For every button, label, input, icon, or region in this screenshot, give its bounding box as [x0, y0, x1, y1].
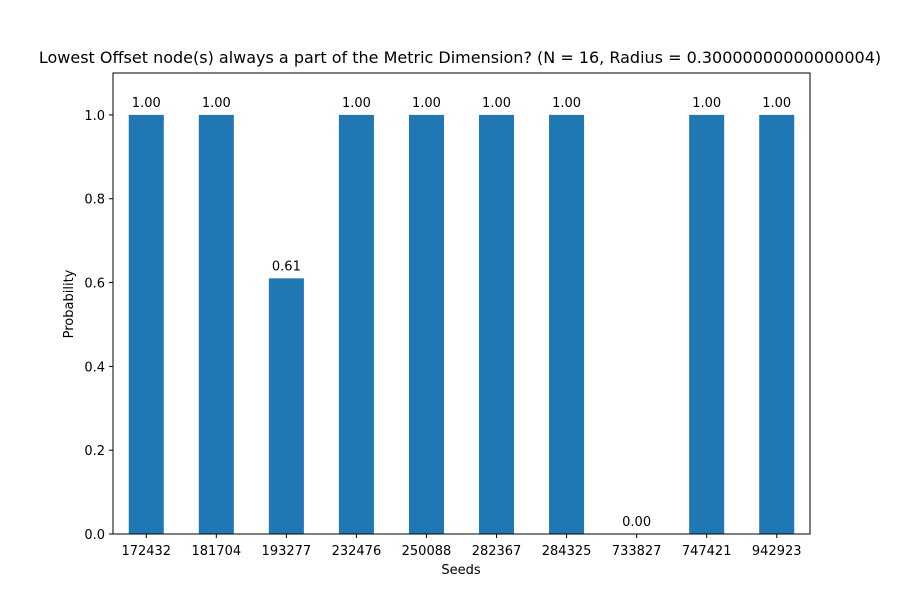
x-tick-label-282367: 282367: [472, 544, 522, 559]
x-tick-label-232476: 232476: [332, 544, 382, 559]
bar-747421: [689, 114, 725, 534]
y-axis-label: Probability: [62, 269, 77, 338]
data-label-232476: 1.00: [342, 96, 371, 111]
chart-title: Lowest Offset node(s) always a part of t…: [39, 48, 881, 67]
y-tick-label-1.0: 1.0: [84, 109, 105, 124]
bar-284325: [549, 114, 585, 534]
y-tick-label-0.0: 0.0: [84, 528, 105, 543]
data-label-193277: 0.61: [272, 259, 301, 274]
y-tick-label-0.6: 0.6: [84, 277, 105, 292]
y-tick-label-0.2: 0.2: [84, 444, 105, 459]
data-label-733827: 0.00: [622, 515, 651, 530]
bar-232476: [338, 114, 374, 534]
x-axis-label: Seeds: [441, 563, 481, 578]
x-tick-label-733827: 733827: [612, 544, 662, 559]
data-label-942923: 1.00: [762, 96, 791, 111]
x-tick-label-942923: 942923: [752, 544, 802, 559]
bar-172432: [128, 114, 164, 534]
y-tick-label-0.8: 0.8: [84, 193, 105, 208]
x-tick-label-250088: 250088: [402, 544, 452, 559]
y-tick-label-0.4: 0.4: [84, 360, 105, 375]
data-label-250088: 1.00: [412, 96, 441, 111]
data-label-747421: 1.00: [692, 96, 721, 111]
data-label-172432: 1.00: [132, 96, 161, 111]
bar-250088: [408, 114, 444, 534]
x-axis: 172432 181704 193277 232476 250088 282367 2843…: [121, 534, 802, 559]
data-label-181704: 1.00: [202, 96, 231, 111]
x-tick-label-193277: 193277: [262, 544, 312, 559]
x-tick-label-747421: 747421: [682, 544, 732, 559]
x-tick-label-172432: 172432: [121, 544, 171, 559]
data-labels-group: 1.00 1.00 0.61 1.00 1.00 1.00 1.00 0.00 1.00 1.00: [132, 96, 791, 530]
plot-frame: [112, 72, 811, 535]
data-label-284325: 1.00: [552, 96, 581, 111]
x-tick-label-181704: 181704: [192, 544, 242, 559]
bar-282367: [479, 114, 515, 534]
bar-181704: [198, 114, 234, 534]
y-axis: 0.0 0.2 0.4 0.6 0.8 1.0: [84, 109, 113, 543]
data-label-282367: 1.00: [482, 96, 511, 111]
bar-193277: [268, 278, 304, 534]
x-tick-label-284325: 284325: [542, 544, 592, 559]
bar-942923: [759, 114, 795, 534]
bars-group: [128, 114, 795, 534]
